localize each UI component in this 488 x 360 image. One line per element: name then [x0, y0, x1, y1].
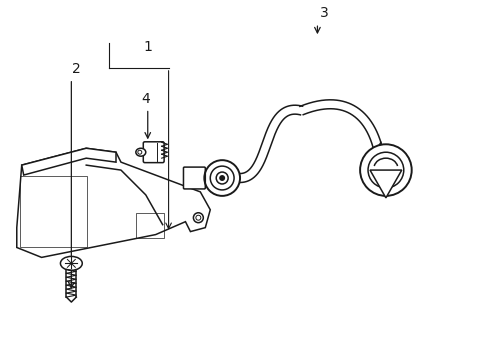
Bar — [136, 213, 163, 238]
Polygon shape — [17, 148, 210, 257]
Circle shape — [138, 150, 142, 154]
Ellipse shape — [216, 172, 228, 184]
Polygon shape — [240, 105, 302, 183]
Text: 2: 2 — [72, 62, 81, 76]
Ellipse shape — [359, 144, 411, 196]
Ellipse shape — [136, 148, 145, 156]
Text: 4: 4 — [142, 91, 150, 105]
Polygon shape — [379, 142, 388, 150]
Ellipse shape — [367, 152, 403, 188]
Bar — [20, 176, 87, 247]
FancyBboxPatch shape — [143, 142, 164, 163]
FancyBboxPatch shape — [183, 167, 205, 189]
Polygon shape — [299, 100, 385, 166]
Text: 1: 1 — [143, 40, 152, 54]
Text: 3: 3 — [320, 6, 328, 20]
Ellipse shape — [61, 256, 82, 270]
Circle shape — [219, 175, 224, 181]
Circle shape — [193, 213, 203, 223]
Polygon shape — [21, 148, 116, 175]
Ellipse shape — [210, 166, 234, 190]
Polygon shape — [369, 170, 401, 198]
